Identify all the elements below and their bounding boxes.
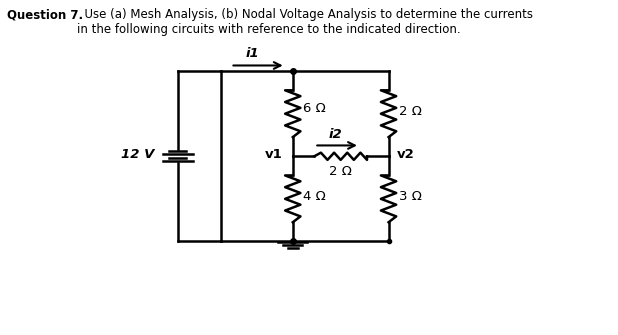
Text: v1: v1 <box>265 148 282 161</box>
Text: 2 Ω: 2 Ω <box>399 105 422 118</box>
Text: 4 Ω: 4 Ω <box>303 190 326 203</box>
Text: 6 Ω: 6 Ω <box>303 102 326 115</box>
Text: 12 V: 12 V <box>121 148 154 161</box>
Text: Question 7.: Question 7. <box>7 8 83 21</box>
Text: i1: i1 <box>245 47 259 60</box>
Text: i2: i2 <box>329 128 343 141</box>
Text: 2 Ω: 2 Ω <box>329 164 352 178</box>
Text: v2: v2 <box>397 148 415 161</box>
Text: Use (a) Mesh Analysis, (b) Nodal Voltage Analysis to determine the currents
in t: Use (a) Mesh Analysis, (b) Nodal Voltage… <box>77 8 533 37</box>
Text: 3 Ω: 3 Ω <box>399 190 422 203</box>
